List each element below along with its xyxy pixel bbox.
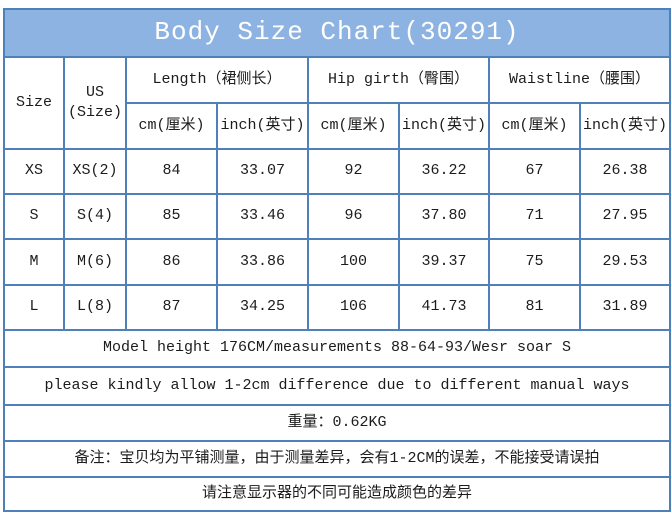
- size-cell: L: [3, 284, 65, 331]
- size-cell: S: [3, 193, 65, 240]
- waist-inch-cell: 27.95: [578, 193, 672, 240]
- size-cell: M: [3, 238, 65, 286]
- us-size-cell: XS(2): [63, 148, 127, 195]
- length-inch-cell: 33.86: [216, 238, 309, 286]
- length-inch-cell: 33.07: [216, 148, 309, 195]
- length-cm-cell: 87: [125, 284, 218, 331]
- hip-cm-cell: 106: [307, 284, 400, 331]
- waist-cm-cell: 81: [488, 284, 581, 331]
- hip-inch-cell: 41.73: [398, 284, 490, 331]
- display-color-note-cn: 请注意显示器的不同可能造成颜色的差异: [2, 476, 672, 512]
- table-row-l: L L(8) 87 34.25 106 41.73 81 31.89: [3, 284, 672, 331]
- tolerance-note-en: please kindly allow 1-2cm difference due…: [2, 366, 672, 406]
- table-row-xs: XS XS(2) 84 33.07 92 36.22 67 26.38: [3, 148, 672, 195]
- waist-cm-cell: 75: [488, 238, 581, 286]
- remark-note-cn: 备注：宝贝均为平铺测量，由于测量差异，会有1-2CM的误差，不能接受请误拍: [2, 440, 672, 478]
- unit-header-hip-inch: inch(英寸): [398, 102, 490, 150]
- hip-inch-cell: 37.80: [398, 193, 490, 240]
- model-measurements-note: Model height 176CM/measurements 88-64-93…: [2, 329, 672, 368]
- column-group-waistline: Waistline（腰围）: [487, 56, 672, 104]
- waist-inch-cell: 31.89: [578, 284, 672, 331]
- length-cm-cell: 86: [125, 238, 218, 286]
- length-inch-cell: 34.25: [216, 284, 309, 331]
- hip-inch-cell: 36.22: [398, 148, 490, 195]
- unit-header-length-cm: cm(厘米): [125, 102, 218, 150]
- waist-cm-cell: 71: [488, 193, 581, 240]
- length-cm-cell: 84: [125, 148, 218, 195]
- weight-note: 重量：0.62KG: [2, 404, 672, 442]
- length-cm-cell: 85: [125, 193, 218, 240]
- us-size-cell: M(6): [63, 238, 127, 286]
- column-header-size: Size: [3, 56, 65, 150]
- unit-header-hip-cm: cm(厘米): [307, 102, 400, 150]
- hip-cm-cell: 100: [307, 238, 400, 286]
- hip-cm-cell: 96: [307, 193, 400, 240]
- unit-header-waist-cm: cm(厘米): [488, 102, 581, 150]
- us-size-cell: S(4): [63, 193, 127, 240]
- size-cell: XS: [3, 148, 65, 195]
- column-group-length: Length（裙侧长）: [125, 56, 309, 104]
- us-size-cell: L(8): [63, 284, 127, 331]
- length-inch-cell: 33.46: [216, 193, 309, 240]
- hip-inch-cell: 39.37: [398, 238, 490, 286]
- table-row-m: M M(6) 86 33.86 100 39.37 75 29.53: [3, 238, 672, 286]
- column-group-hip-girth: Hip girth（臀围）: [307, 56, 490, 104]
- waist-inch-cell: 26.38: [578, 148, 672, 195]
- table-row-s: S S(4) 85 33.46 96 37.80 71 27.95: [3, 193, 672, 240]
- unit-header-length-inch: inch(英寸): [216, 102, 309, 150]
- unit-header-waist-inch: inch(英寸): [578, 102, 672, 150]
- column-header-us-size: US (Size): [63, 56, 127, 150]
- body-size-chart-table: Body Size Chart(30291) Size US (Size) Le…: [2, 8, 672, 512]
- waist-cm-cell: 67: [488, 148, 581, 195]
- page-title: Body Size Chart(30291): [2, 8, 672, 58]
- waist-inch-cell: 29.53: [578, 238, 672, 286]
- hip-cm-cell: 92: [307, 148, 400, 195]
